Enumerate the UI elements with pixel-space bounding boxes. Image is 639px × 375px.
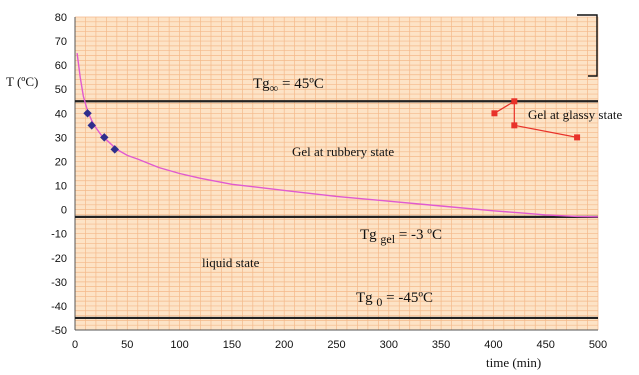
x-tick-label: 400 [484, 339, 502, 351]
x-tick-label: 250 [327, 339, 345, 351]
x-tick-label: 200 [275, 339, 293, 351]
rubbery-state-label: Gel at rubbery state [292, 144, 395, 159]
y-axis-label: T (ºC) [6, 74, 39, 89]
y-tick-label: 50 [55, 84, 67, 96]
x-tick-label: 150 [223, 339, 241, 351]
y-tick-label: 30 [55, 132, 67, 144]
glassy-series-point [511, 122, 518, 129]
data-point [100, 133, 109, 142]
glassy-series-line [494, 100, 578, 138]
x-tick-label: 350 [432, 339, 450, 351]
x-tick-label: 100 [170, 339, 188, 351]
y-tick-label: -10 [51, 229, 67, 241]
glassy-series-point [491, 110, 498, 117]
x-tick-label: 0 [72, 339, 78, 351]
liquid-state-label: liquid state [202, 255, 260, 270]
x-tick-label: 50 [121, 339, 133, 351]
y-tick-label: 60 [55, 60, 67, 72]
y-tick-label: -40 [51, 301, 67, 313]
glassy-series-point [574, 134, 581, 141]
x-axis-label: time (min) [486, 355, 542, 370]
bracket-mark [577, 14, 598, 77]
tg-zero-label: Tg 0 = -45ºC [356, 290, 434, 309]
y-tick-label: 80 [55, 12, 67, 24]
data-point [110, 145, 119, 154]
glassy-series-point [511, 98, 518, 105]
data-point [83, 109, 92, 118]
y-tick-label: -50 [51, 325, 67, 337]
glassy-state-label: Gel at glassy state [528, 107, 623, 122]
y-tick-label: 20 [55, 156, 67, 168]
y-tick-label: 0 [61, 205, 67, 217]
x-tick-label: 500 [589, 339, 607, 351]
y-tick-label: -20 [51, 253, 67, 265]
tg-infinity-label: Tg∞ = 45ºC [253, 76, 324, 95]
tg-gel-label: Tg gel = -3 ºC [360, 227, 442, 246]
cooling-curve [76, 53, 599, 218]
x-tick-label: 450 [537, 339, 555, 351]
y-tick-label: 10 [55, 181, 67, 193]
data-point [87, 121, 96, 130]
y-tick-label: 40 [55, 108, 67, 120]
x-tick-label: 300 [380, 339, 398, 351]
y-tick-label: -30 [51, 277, 67, 289]
y-tick-label: 70 [55, 36, 67, 48]
